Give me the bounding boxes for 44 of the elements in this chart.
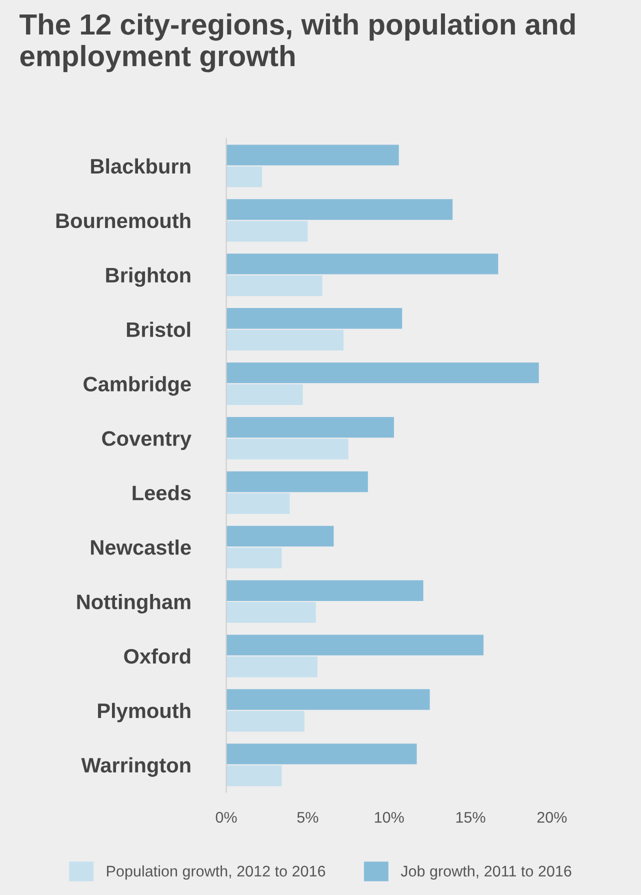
bar bbox=[226, 634, 484, 656]
bar bbox=[226, 308, 402, 329]
y-tick-label: Bournemouth bbox=[56, 212, 190, 228]
bar bbox=[226, 493, 290, 514]
y-tick-label: Newcastle bbox=[91, 540, 191, 555]
bar bbox=[226, 416, 394, 438]
chart-title: The 12 city-regions, with population and employment growth bbox=[20, 13, 575, 72]
x-tick-label: 20% bbox=[537, 812, 567, 823]
bar bbox=[226, 744, 417, 764]
y-tick-label: Bristol bbox=[126, 322, 190, 338]
y-tick-label: Warrington bbox=[81, 757, 190, 777]
y-tick-label: Blackburn bbox=[91, 158, 190, 174]
bar bbox=[226, 254, 498, 274]
legend-label: Job growth, 2011 to 2016 bbox=[400, 865, 572, 880]
bar bbox=[226, 526, 334, 547]
bar bbox=[226, 471, 368, 492]
bar bbox=[226, 362, 539, 384]
bar bbox=[226, 144, 399, 166]
y-tick-label: Oxford bbox=[124, 648, 190, 664]
y-tick-label: Nottingham bbox=[77, 594, 190, 614]
bar bbox=[226, 602, 316, 623]
bar bbox=[226, 438, 348, 460]
y-tick-label: Leeds bbox=[132, 485, 191, 500]
bar bbox=[226, 275, 322, 296]
bar bbox=[226, 710, 304, 732]
y-tick-label: Cambridge bbox=[84, 376, 191, 396]
bar bbox=[226, 330, 344, 351]
x-tick-label: 10% bbox=[374, 812, 404, 823]
bar bbox=[226, 765, 282, 786]
y-tick-label: Plymouth bbox=[98, 702, 190, 722]
bar bbox=[226, 384, 303, 405]
bar bbox=[226, 199, 453, 220]
x-tick-label: 15% bbox=[456, 812, 486, 823]
x-tick-label: 5% bbox=[297, 812, 318, 823]
x-tick-label: 0% bbox=[216, 812, 237, 823]
bar bbox=[226, 689, 430, 710]
bar bbox=[226, 548, 282, 568]
legend-label: Population growth, 2012 to 2016 bbox=[107, 865, 326, 880]
bar bbox=[226, 580, 424, 601]
bar bbox=[226, 220, 308, 242]
y-tick-label: Brighton bbox=[106, 267, 190, 287]
bar bbox=[226, 656, 318, 678]
y-tick-label: Coventry bbox=[102, 431, 192, 450]
bar bbox=[226, 166, 262, 188]
